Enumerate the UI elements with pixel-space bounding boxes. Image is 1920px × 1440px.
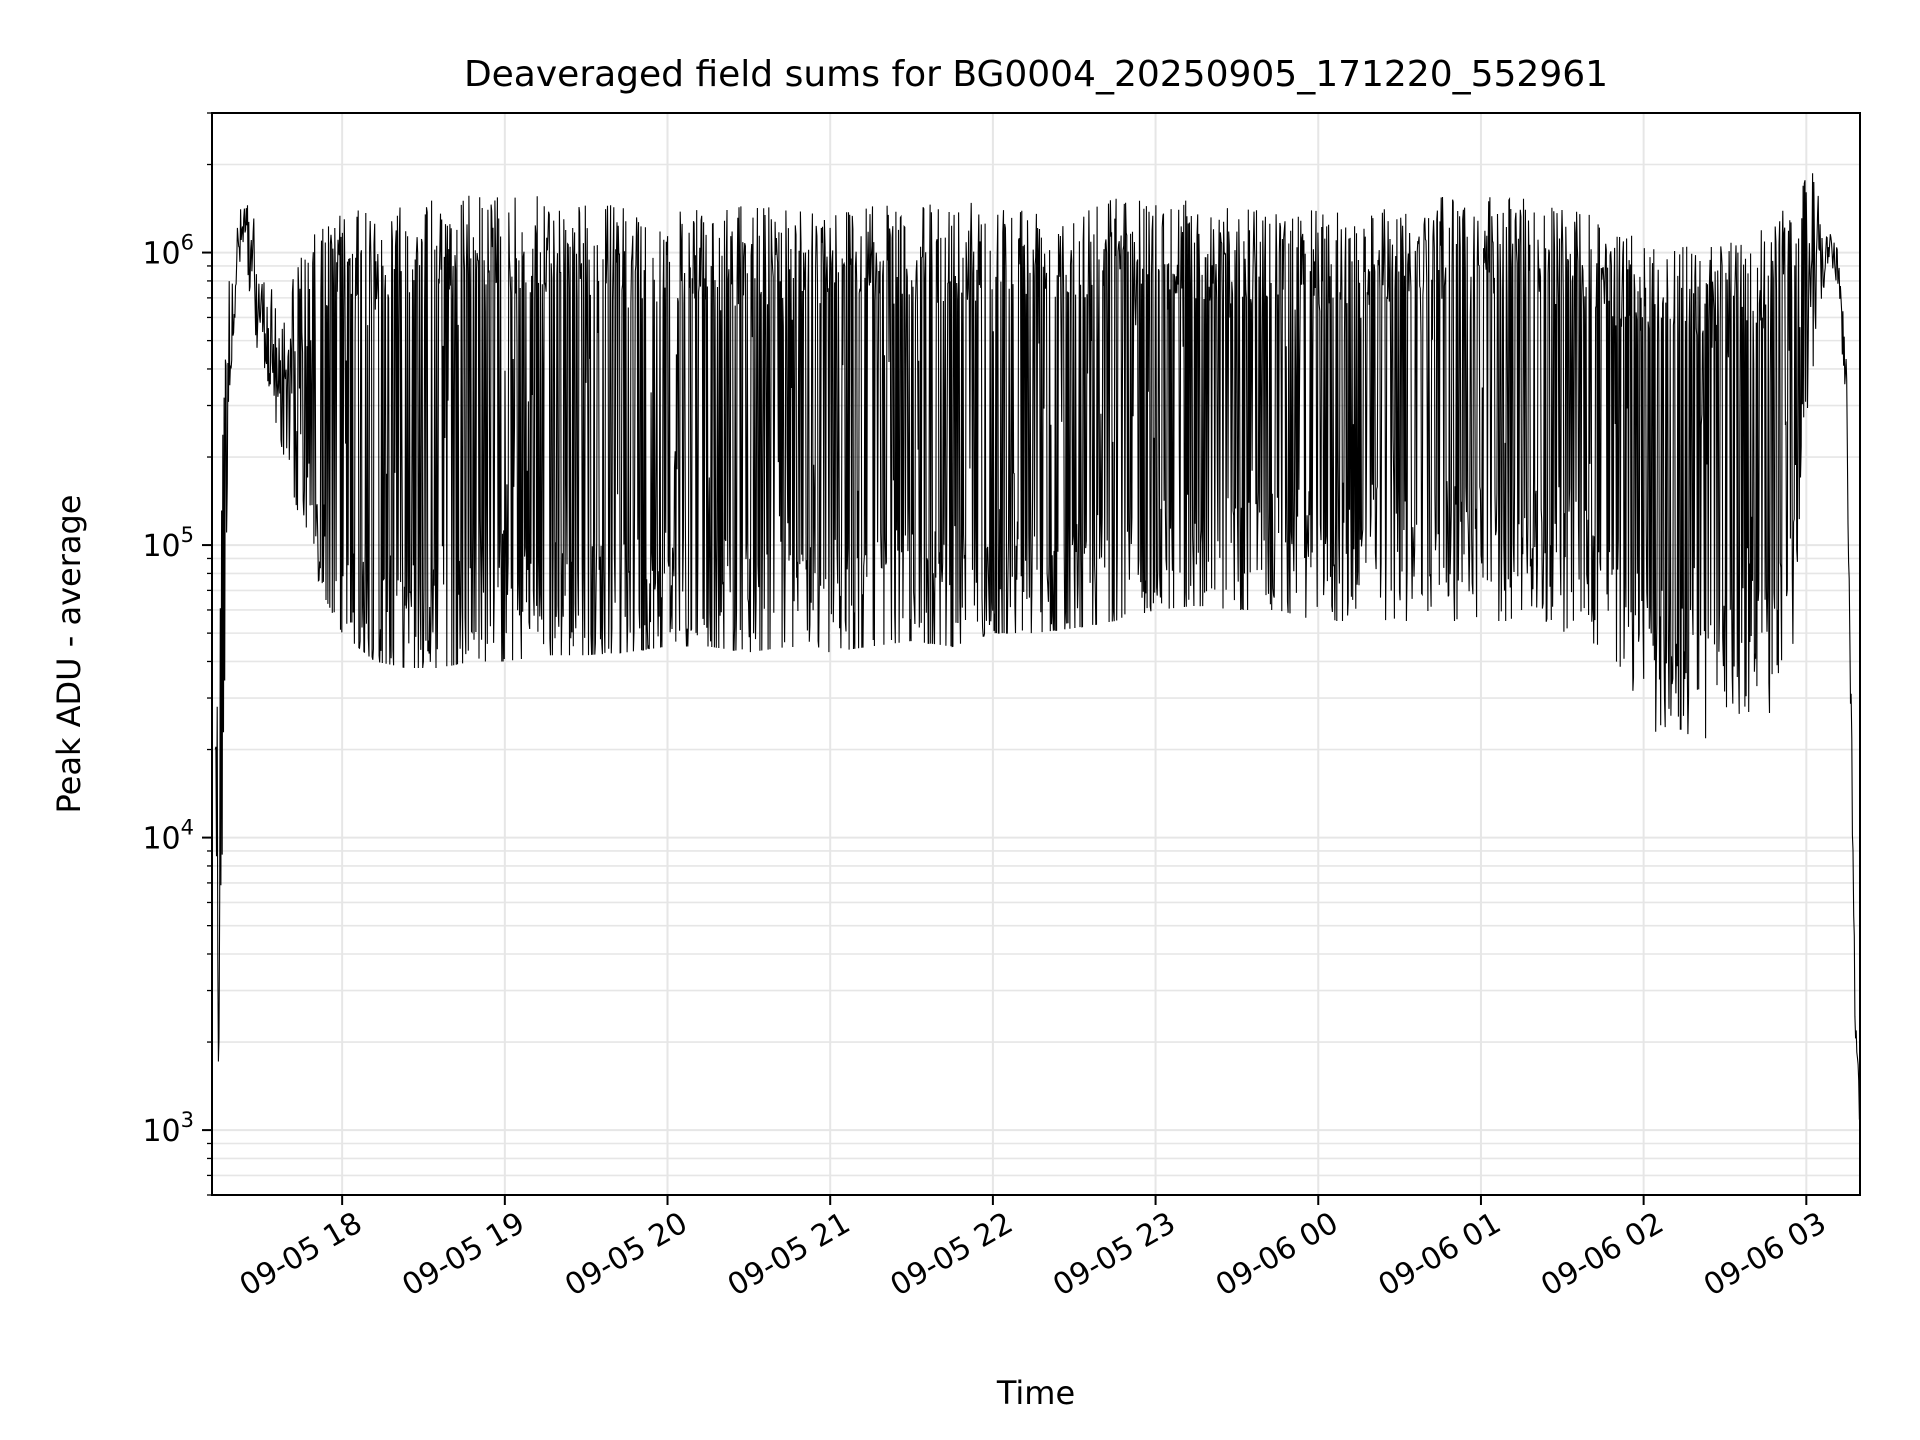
x-axis-label: Time (996, 1374, 1075, 1412)
data-series-line (214, 173, 1860, 1120)
plot-area (214, 173, 1860, 1120)
axes-frame (211, 112, 1861, 1196)
y-tick-label: 106 (142, 231, 194, 272)
y-tick-label: 103 (142, 1108, 194, 1149)
y-tick-label: 104 (142, 816, 194, 857)
y-axis-label: Peak ADU - average (50, 495, 88, 814)
grid (212, 112, 1860, 1196)
y-tick-label: 105 (142, 523, 194, 564)
chart-title: Deaveraged field sums for BG0004_2025090… (464, 54, 1608, 95)
